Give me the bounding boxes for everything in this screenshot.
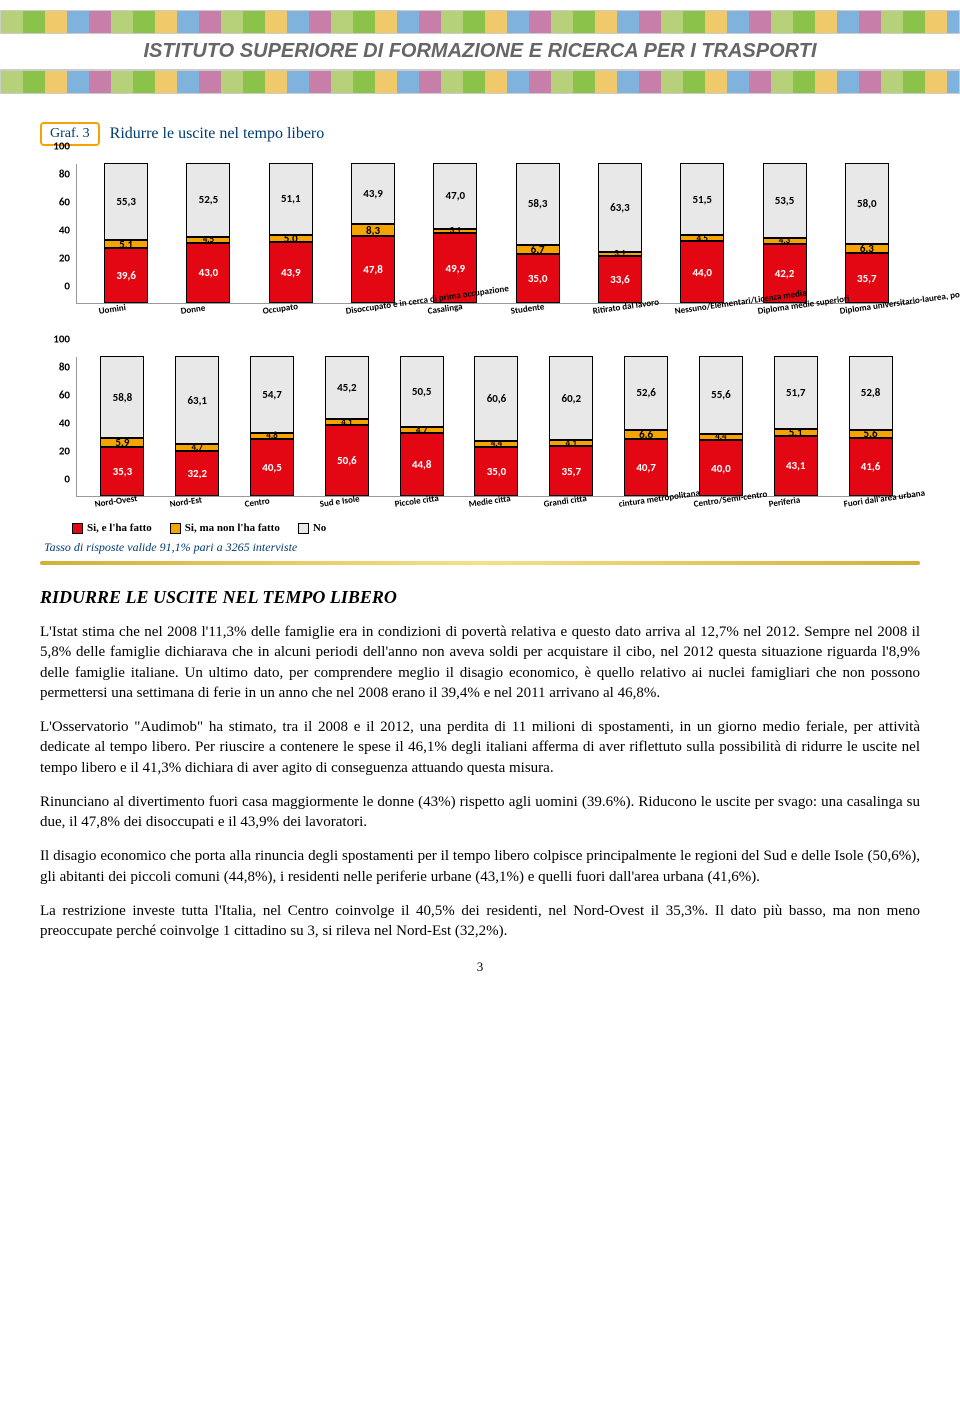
body-paragraph: Il disagio economico che porta alla rinu…	[40, 846, 920, 887]
figure-heading-row: Graf. 3 Ridurre le uscite nel tempo libe…	[40, 122, 920, 146]
page-number: 3	[40, 959, 920, 975]
body-paragraph: L'Osservatorio "Audimob" ha stimato, tra…	[40, 717, 920, 778]
body-paragraph: La restrizione investe tutta l'Italia, n…	[40, 901, 920, 942]
chart-2-xlabels: Nord-OvestNord-EstCentroSud e IsolePicco…	[76, 497, 916, 510]
chart-caption: Tasso di risposte valide 91,1% pari a 32…	[44, 540, 920, 555]
header: ISTITUTO SUPERIORE DI FORMAZIONE E RICER…	[0, 0, 960, 94]
chart-1-yaxis: 020406080100	[44, 164, 72, 286]
body-paragraph: Rinunciano al divertimento fuori casa ma…	[40, 792, 920, 833]
gold-divider	[40, 561, 920, 565]
chart-1-plot: 55,35,139,652,54,543,051,15,043,943,98,3…	[76, 164, 916, 304]
legend-ma-label: Si, ma non l'ha fatto	[185, 522, 280, 534]
figure-title: Ridurre le uscite nel tempo libero	[110, 125, 325, 143]
legend-no-label: No	[313, 522, 326, 534]
section-title: RIDURRE LE USCITE NEL TEMPO LIBERO	[40, 587, 920, 608]
header-band-bottom	[0, 70, 960, 94]
legend-no: No	[298, 522, 326, 534]
chart-2-yaxis: 020406080100	[44, 357, 72, 479]
institute-title: ISTITUTO SUPERIORE DI FORMAZIONE E RICER…	[0, 34, 960, 70]
chart-1-xlabels: UominiDonneOccupatoDisoccupato e in cerc…	[76, 304, 916, 317]
chart-2: 020406080100 58,85,935,363,14,732,254,74…	[40, 349, 920, 514]
body-paragraph: L'Istat stima che nel 2008 l'11,3% delle…	[40, 622, 920, 703]
legend-ma: Si, ma non l'ha fatto	[170, 522, 280, 534]
chart-2-plot: 58,85,935,363,14,732,254,74,840,545,24,1…	[76, 357, 916, 497]
legend-si-label: Si, e l'ha fatto	[87, 522, 152, 534]
chart-legend: Si, e l'ha fatto Si, ma non l'ha fatto N…	[72, 522, 920, 534]
chart-1: 020406080100 55,35,139,652,54,543,051,15…	[40, 156, 920, 321]
legend-si: Si, e l'ha fatto	[72, 522, 152, 534]
header-band-top	[0, 10, 960, 34]
